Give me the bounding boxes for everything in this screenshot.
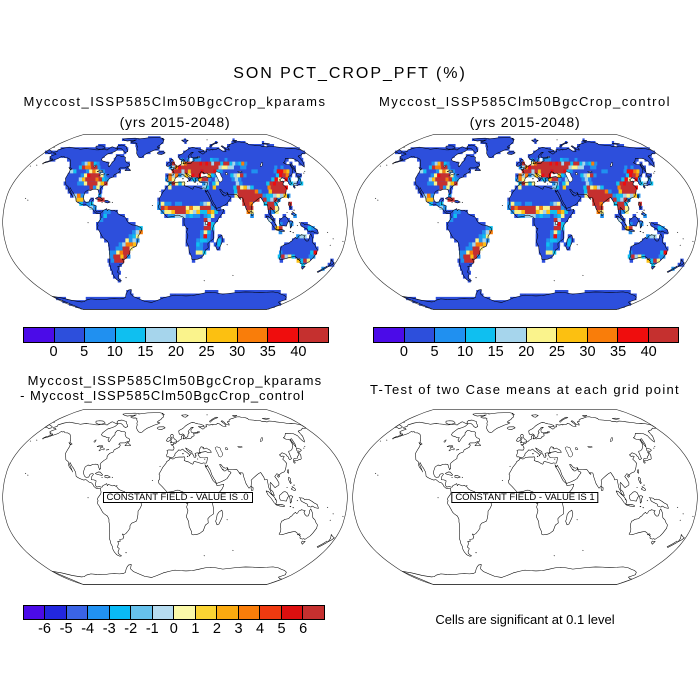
colorbar-segment [87,605,109,619]
colorbar-segment [194,605,217,619]
colorbar-tick-label: 35 [259,344,276,361]
colorbar-segment [24,605,45,619]
colorbar-segment [525,328,557,342]
colorbar-segment [151,605,174,619]
colorbar-segment [236,328,267,342]
colorbar-tick-label: 30 [579,344,596,361]
colorbar-segment [259,605,281,619]
colorbar-tick-label: 0 [169,621,178,637]
map-top-right-filled [352,133,699,310]
colorbar-tick-label: 15 [137,344,154,361]
main-title: SON PCT_CROP_PFT (%) [233,65,467,82]
panel-bottom-right-title: T-Test of two Case means at each grid po… [370,382,680,397]
colorbar-segment [586,328,618,342]
colorbar-tick-label: 25 [198,344,215,361]
colorbar-segment [130,605,152,619]
colorbar-segment [267,328,298,342]
colorbar-tick-label: 40 [640,344,657,361]
panel-top-left-subtitle: (yrs 2015-2048) [119,113,231,130]
colorbar-tick-label: 20 [518,344,535,361]
colorbar-tick-label: 35 [610,344,627,361]
panel-top-left-title: Myccost_ISSP585Clm50BgcCrop_kparams [23,94,327,110]
colorbar-segment [403,328,435,342]
colorbar-tick-label: 4 [255,621,265,637]
colorbar-segment [206,328,237,342]
colorbar-segment [173,605,195,619]
colorbar-tick-label: 1 [191,621,200,637]
colorbar-difference [23,604,325,620]
panel-top-right-subtitle: (yrs 2015-2048) [469,113,581,130]
colorbar-tick-label: 0 [399,344,408,361]
colorbar-top-right [373,327,680,343]
colorbar-tick-label: 5 [430,344,439,361]
panel-bottom-left-title: Myccost_ISSP585Clm50BgcCrop_kparams [27,372,323,388]
colorbar-tick-label: -2 [124,621,138,637]
colorbar-tick-label: 0 [49,344,58,361]
colorbar-segment [65,605,88,619]
colorbar-segment [297,328,328,342]
colorbar-tick-label: 10 [106,344,123,361]
colorbar-tick-label: 15 [487,344,504,361]
colorbar-tick-label: -3 [102,621,116,637]
colorbar-tick-label: 5 [80,344,89,361]
colorbar-tick-label: 30 [229,344,246,361]
colorbar-segment [114,328,145,342]
constant-field-label-difference: CONSTANT FIELD - VALUE IS .0 [102,492,253,503]
map-top-left-filled [2,133,348,310]
colorbar-tick-label: 6 [299,621,308,637]
constant-field-label-ttest: CONSTANT FIELD - VALUE IS 1 [451,492,599,503]
colorbar-segment [53,328,84,342]
colorbar-tick-label: 25 [548,344,565,361]
panel-bottom-left-subtitle: - Myccost_ISSP585Clm50BgcCrop_control [20,387,305,403]
significance-footnote: Cells are significant at 0.1 level [435,612,615,627]
colorbar-segment [556,328,587,342]
colorbar-segment [647,328,679,342]
colorbar-tick-label: 10 [457,344,474,361]
colorbar-tick-label: -4 [81,621,95,637]
colorbar-tick-label: -5 [59,621,73,637]
colorbar-segment [617,328,648,342]
colorbar-segment [108,605,131,619]
colorbar-tick-label: 20 [167,344,185,361]
colorbar-segment [302,605,324,619]
colorbar-segment [280,605,303,619]
colorbar-tick-label: -1 [145,621,159,637]
colorbar-segment [24,328,54,342]
colorbar-tick-label: 40 [290,344,307,361]
colorbar-segment [374,328,404,342]
colorbar-tick-label: -6 [38,621,51,637]
colorbar-segment [495,328,526,342]
colorbar-segment [84,328,115,342]
colorbar-tick-label: 3 [234,621,243,637]
colorbar-segment [44,605,66,619]
colorbar-segment [434,328,465,342]
colorbar-tick-label: 5 [277,621,286,637]
colorbar-segment [237,605,260,619]
colorbar-tick-label: 2 [212,621,221,637]
colorbar-top-left [23,327,329,343]
colorbar-segment [175,328,206,342]
panel-top-right-title: Myccost_ISSP585Clm50BgcCrop_control [378,94,672,110]
colorbar-segment [464,328,496,342]
colorbar-segment [216,605,238,619]
colorbar-segment [145,328,176,342]
